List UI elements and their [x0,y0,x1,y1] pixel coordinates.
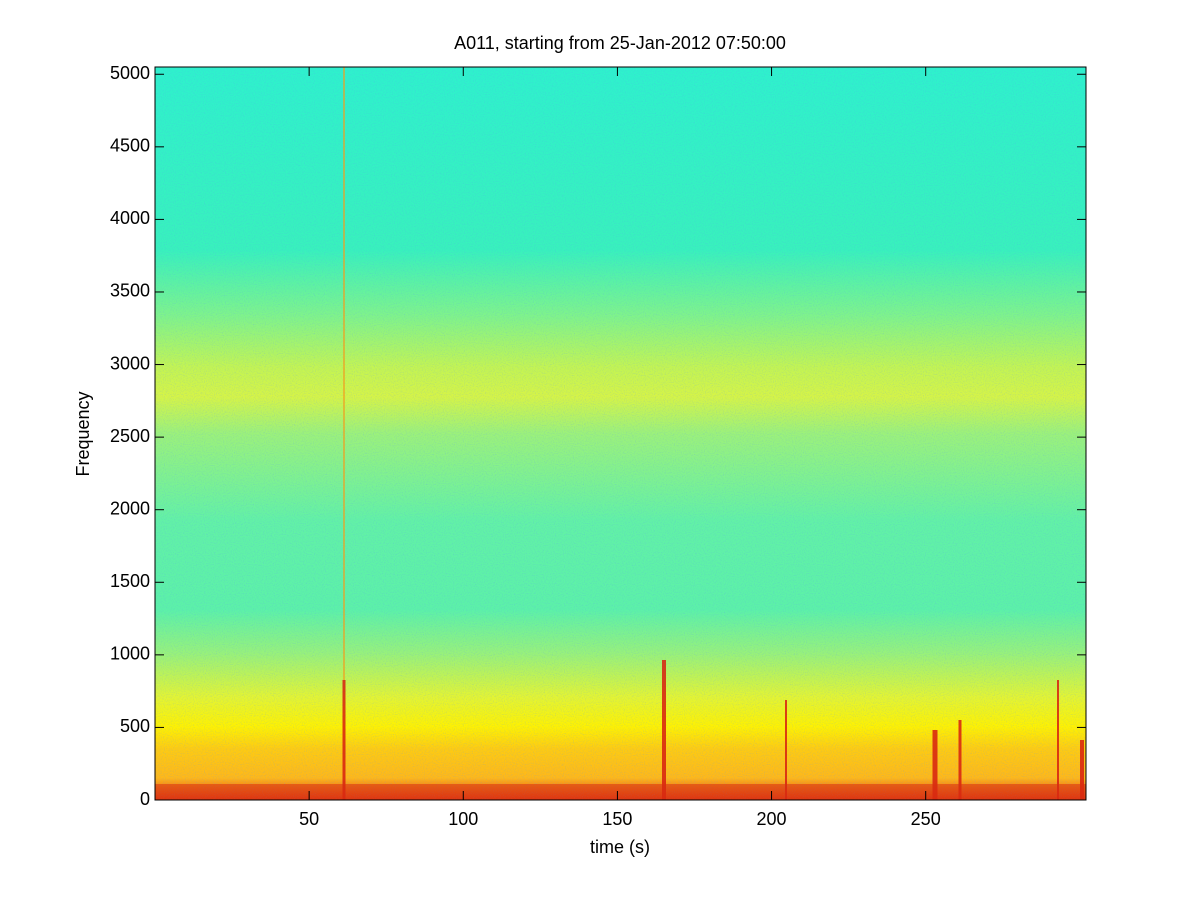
y-tick-label: 1500 [110,571,150,591]
x-tick-label: 100 [448,809,478,829]
spectrogram-streaks [342,67,1084,800]
y-tick-label: 2000 [110,498,150,518]
spectrogram-texture [155,67,1086,800]
plot-area [154,66,1087,801]
y-tick-label: 4000 [110,208,150,228]
y-tick-label: 500 [120,716,150,736]
axes-frame [154,66,1087,801]
x-tick-label: 50 [299,809,319,829]
low-band [155,784,1086,800]
x-axis-label: time (s) [590,837,650,857]
y-axis-label: Frequency [73,391,93,476]
y-tick-label: 3500 [110,281,150,301]
y-tick-label: 2500 [110,426,150,446]
x-tick-label: 200 [757,809,787,829]
x-tick-label: 150 [602,809,632,829]
y-tick-label: 0 [140,789,150,809]
y-tick-label: 1000 [110,644,150,664]
y-tick-label: 4500 [110,136,150,156]
chart-title: A011, starting from 25-Jan-2012 07:50:00 [454,33,786,53]
x-tick-label: 250 [911,809,941,829]
y-tick-label: 3000 [110,353,150,373]
y-tick-label: 5000 [110,63,150,83]
